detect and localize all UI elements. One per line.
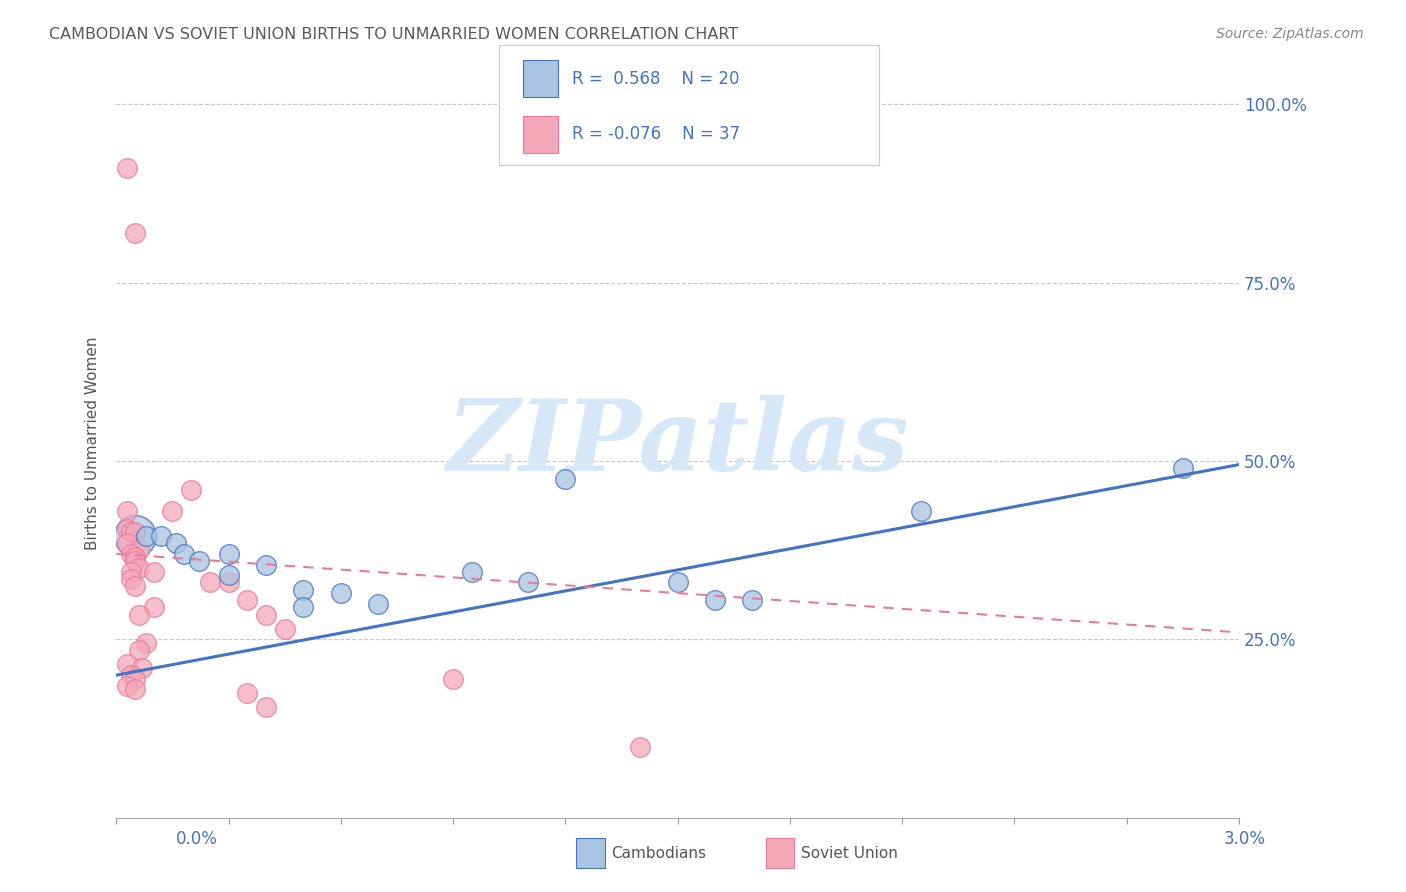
Point: [162, 504, 184, 518]
Point: [150, 529, 173, 543]
Y-axis label: Births to Unmarried Women: Births to Unmarried Women: [86, 336, 100, 550]
Text: R = -0.076    N = 37: R = -0.076 N = 37: [572, 126, 741, 144]
Point: [120, 668, 142, 682]
Point: [198, 575, 221, 590]
Point: [441, 672, 464, 686]
Text: CAMBODIAN VS SOVIET UNION BIRTHS TO UNMARRIED WOMEN CORRELATION CHART: CAMBODIAN VS SOVIET UNION BIRTHS TO UNMA…: [49, 27, 738, 42]
Point: [124, 579, 146, 593]
Point: [135, 529, 157, 543]
Point: [236, 686, 259, 700]
Point: [1171, 461, 1194, 475]
Point: [218, 575, 240, 590]
Text: ZIPatlas: ZIPatlas: [446, 395, 908, 491]
Point: [124, 529, 146, 543]
Point: [120, 565, 142, 579]
Text: 3.0%: 3.0%: [1223, 830, 1265, 847]
Point: [666, 575, 689, 590]
Point: [128, 643, 150, 657]
Text: Soviet Union: Soviet Union: [801, 846, 898, 861]
Point: [124, 226, 146, 240]
Point: [180, 483, 202, 497]
Point: [273, 622, 295, 636]
Point: [329, 586, 352, 600]
Point: [128, 607, 150, 622]
Point: [142, 600, 165, 615]
Point: [117, 679, 139, 693]
Point: [703, 593, 725, 607]
Point: [516, 575, 538, 590]
Point: [741, 593, 763, 607]
Text: Cambodians: Cambodians: [612, 846, 707, 861]
Point: [367, 597, 389, 611]
Point: [254, 700, 277, 714]
Point: [120, 572, 142, 586]
Text: 0.0%: 0.0%: [176, 830, 218, 847]
Point: [124, 672, 146, 686]
Point: [124, 550, 146, 565]
Point: [628, 739, 651, 754]
Point: [131, 661, 153, 675]
Point: [187, 554, 209, 568]
Point: [254, 607, 277, 622]
Point: [117, 657, 139, 672]
Point: [218, 547, 240, 561]
Point: [165, 536, 187, 550]
Text: Source: ZipAtlas.com: Source: ZipAtlas.com: [1216, 27, 1364, 41]
Point: [120, 525, 142, 540]
Point: [117, 161, 139, 176]
Point: [135, 636, 157, 650]
Point: [218, 568, 240, 582]
Point: [461, 565, 484, 579]
Point: [128, 543, 150, 558]
Point: [142, 565, 165, 579]
Point: [117, 536, 139, 550]
Point: [124, 554, 146, 568]
Point: [236, 593, 259, 607]
Point: [117, 504, 139, 518]
Point: [124, 682, 146, 697]
Point: [292, 582, 315, 597]
Text: R =  0.568    N = 20: R = 0.568 N = 20: [572, 70, 740, 87]
Point: [117, 522, 139, 536]
Point: [128, 561, 150, 575]
Point: [124, 525, 146, 540]
Point: [120, 547, 142, 561]
Point: [292, 600, 315, 615]
Point: [910, 504, 932, 518]
Point: [173, 547, 195, 561]
Point: [254, 558, 277, 572]
Point: [554, 472, 576, 486]
